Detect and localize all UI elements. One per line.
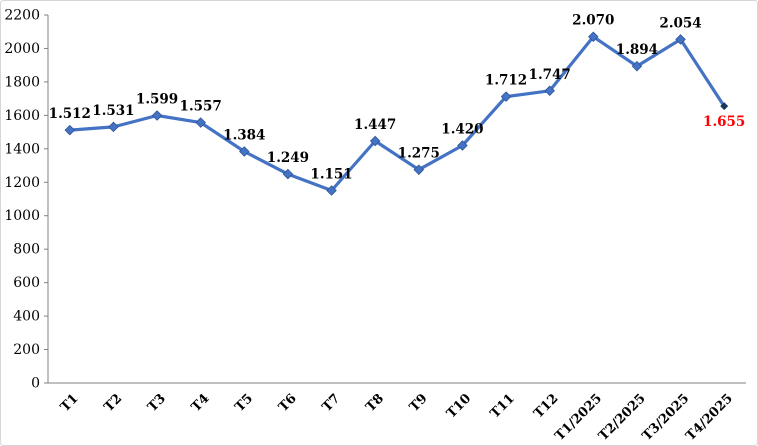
- data-point-marker: [326, 185, 337, 196]
- data-label: 1.531: [92, 103, 134, 119]
- y-axis-tick-label: 1200: [4, 175, 40, 191]
- data-label: 1.275: [398, 146, 440, 162]
- y-axis-tick-label: 1000: [4, 208, 40, 224]
- y-axis-tick-label: 1800: [4, 74, 40, 90]
- data-label-highlight: 1.655: [703, 114, 745, 130]
- data-label: 1.420: [441, 121, 483, 137]
- data-point-marker: [500, 91, 512, 102]
- y-axis-tick-label: 1600: [4, 108, 40, 124]
- data-label: 1.384: [223, 127, 265, 143]
- data-label: 1.151: [310, 166, 352, 182]
- data-point-marker: [64, 124, 76, 136]
- data-point-marker: [413, 164, 425, 175]
- data-label: 1.512: [49, 106, 91, 122]
- y-axis-tick-label: 400: [13, 309, 40, 325]
- data-label: 1.747: [529, 67, 571, 83]
- data-point-marker: [108, 121, 119, 133]
- data-point-marker: [544, 85, 555, 97]
- data-label: 1.447: [354, 117, 396, 133]
- data-point-marker: [151, 110, 163, 121]
- data-point-marker: [282, 168, 294, 180]
- data-label: 1.557: [180, 99, 222, 115]
- data-point-marker: [631, 60, 643, 72]
- y-axis-tick-label: 2200: [4, 8, 40, 24]
- y-axis-tick-label: 800: [13, 242, 40, 258]
- data-point-marker: [239, 146, 250, 157]
- data-label: 2.054: [659, 15, 701, 31]
- y-axis-tick-label: 1400: [4, 141, 40, 157]
- data-label: 1.894: [616, 42, 658, 58]
- series-line: [68, 35, 726, 193]
- data-point-marker: [369, 135, 381, 147]
- data-point-marker: [675, 34, 686, 45]
- y-axis-tick-label: 0: [31, 376, 40, 392]
- y-axis-tick-label: 2000: [4, 41, 40, 57]
- y-axis-tick-label: 600: [13, 275, 40, 291]
- data-point-marker: [457, 140, 468, 151]
- y-axis-tick-label: 200: [13, 342, 40, 358]
- data-point-marker: [588, 31, 599, 43]
- data-label: 1.249: [267, 150, 309, 166]
- data-point-marker: [195, 117, 206, 128]
- data-label: 1.599: [136, 92, 178, 108]
- data-label: 1.712: [485, 73, 527, 89]
- data-label: 2.070: [572, 13, 614, 29]
- data-point-marker: [720, 102, 729, 111]
